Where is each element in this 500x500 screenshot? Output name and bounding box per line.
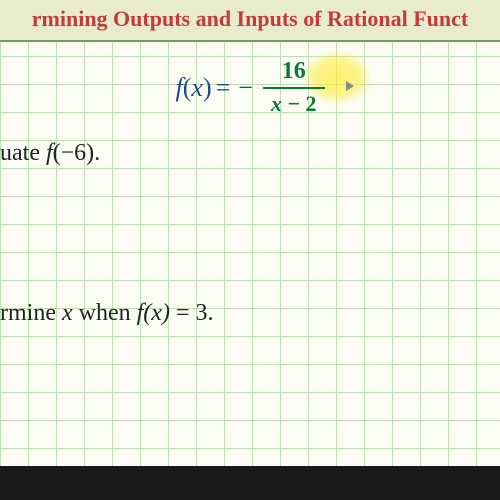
- task-determine: rmine x when f(x) = 3.: [0, 300, 213, 327]
- formula-neg: −: [238, 73, 253, 103]
- task-evaluate: uate f(−6).: [0, 140, 100, 167]
- task2-arg: (x): [143, 300, 170, 326]
- fraction-denominator: x − 2: [263, 89, 325, 117]
- task1-f: f: [46, 140, 53, 166]
- formula-lhs: f(x): [175, 73, 211, 103]
- task2-eq: =: [170, 300, 196, 326]
- formula-f: f: [175, 73, 182, 102]
- arrow-icon: [346, 81, 354, 91]
- bottom-band: [0, 466, 500, 500]
- task2-suffix: .: [207, 300, 213, 326]
- task1-prefix: uate: [0, 140, 46, 166]
- task2-mid: when: [73, 300, 137, 326]
- task2-var: x: [62, 300, 73, 326]
- formula-var: x: [191, 73, 203, 102]
- task1-suffix: .: [94, 140, 100, 166]
- formula-fraction: 16 x − 2: [263, 58, 325, 117]
- page-title: rmining Outputs and Inputs of Rational F…: [0, 6, 500, 32]
- task2-prefix: rmine: [0, 300, 62, 326]
- task2-val: 3: [195, 300, 207, 326]
- formula: f(x) = − 16 x − 2: [0, 58, 500, 117]
- task1-arg: (−6): [53, 140, 95, 166]
- formula-equals: =: [216, 73, 231, 103]
- fraction-numerator: 16: [270, 58, 318, 87]
